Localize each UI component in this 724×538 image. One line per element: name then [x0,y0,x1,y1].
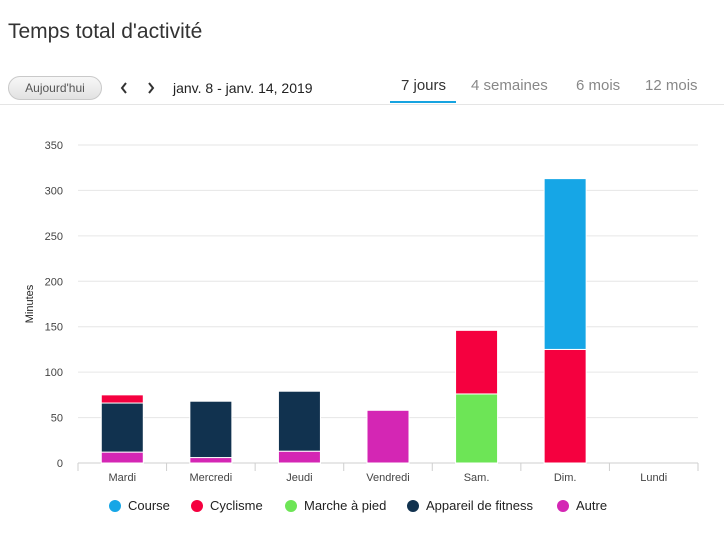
bar-dim-4 [543,178,587,350]
page-title: Temps total d'activité [8,20,203,43]
legend-swatch-autre [557,499,569,512]
x-tick-label-0: Mardi [109,472,137,484]
legend-label-fitness: Appareil de fitness [426,498,533,513]
active-tab-indicator [390,101,456,103]
legend-label-course: Course [128,498,170,513]
bar-sam-3 [455,329,499,395]
bar-mardi-0 [100,451,144,464]
legend-swatch-fitness [407,499,419,512]
y-tick-label-150: 150 [45,322,63,334]
tab-4-weeks[interactable]: 4 semaines [471,77,548,94]
x-tick-label-5: Dim. [554,472,577,484]
chart-legend: Course Cyclisme Marche à pied Appareil d… [0,498,724,518]
x-tick-label-1: Mercredi [189,472,232,484]
tab-12-months[interactable]: 12 mois [645,77,698,94]
x-tick-label-2: Jeudi [286,472,312,484]
today-button[interactable]: Aujourd'hui [8,76,102,100]
chevron-right-icon [148,82,155,94]
bar-vendredi-0 [366,409,410,464]
bar-jeudi-1 [277,390,321,452]
y-tick-label-350: 350 [45,140,63,152]
bar-mercredi-0 [189,457,233,464]
bar-dim-3 [543,348,587,464]
tab-7-days[interactable]: 7 jours [401,77,447,94]
x-tick-label-6: Lundi [640,472,667,484]
legend-item-course[interactable]: Course [109,498,170,513]
bar-sam-2 [455,393,499,464]
bar-mercredi-1 [189,400,233,459]
bar-jeudi-0 [277,450,321,464]
legend-item-fitness[interactable]: Appareil de fitness [407,498,533,513]
y-tick-label-50: 50 [51,413,63,425]
next-period-button[interactable] [143,78,159,98]
bar-mardi-1 [100,402,144,453]
legend-label-autre: Autre [576,498,608,513]
y-tick-label-100: 100 [45,367,63,379]
date-range: janv. 8 - janv. 14, 2019 [173,80,313,96]
y-tick-label-300: 300 [45,185,63,197]
y-axis-label: Minutes [24,284,36,323]
y-tick-label-250: 250 [45,231,63,243]
x-tick-label-4: Sam. [464,472,490,484]
chevron-left-icon [120,82,127,94]
legend-swatch-marche [285,499,297,512]
legend-swatch-cyclisme [191,499,203,512]
bar-mardi-3 [100,394,144,404]
y-tick-label-200: 200 [45,276,63,288]
prev-period-button[interactable] [116,78,132,98]
legend-item-autre[interactable]: Autre [557,498,607,513]
legend-label-marche: Marche à pied [304,498,387,513]
x-tick-label-3: Vendredi [366,472,409,484]
header-divider [0,104,724,105]
legend-label-cyclisme: Cyclisme [210,498,263,513]
legend-swatch-course [109,499,121,512]
legend-item-cyclisme[interactable]: Cyclisme [191,498,263,513]
y-tick-label-0: 0 [57,458,63,470]
tab-6-months[interactable]: 6 mois [576,77,621,94]
legend-item-marche[interactable]: Marche à pied [285,498,386,513]
